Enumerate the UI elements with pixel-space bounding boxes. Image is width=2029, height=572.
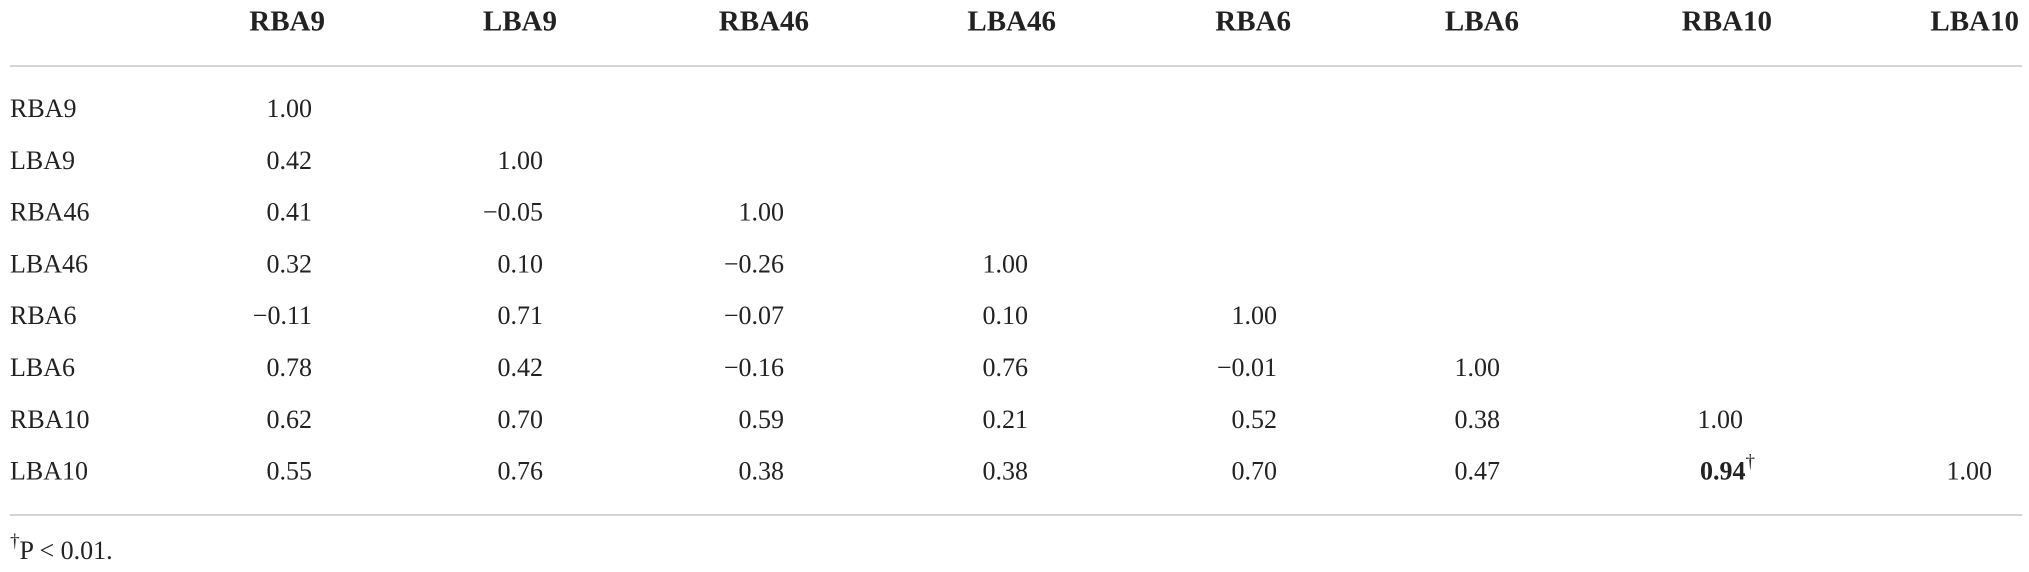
cell: 0.38 [1455,405,1501,434]
cell: −0.01 [1217,353,1277,382]
column-header: RBA9 [249,6,325,38]
cell: 1.00 [983,249,1029,278]
column-header: LBA6 [1445,6,1519,38]
row-label: RBA9 [10,94,76,123]
cell: 0.70 [1232,457,1278,486]
footnote: †P < 0.01. [10,531,113,565]
cell: 0.10 [983,301,1029,330]
cell: 0.59 [739,405,785,434]
cell: 1.00 [739,198,785,227]
cell: 0.32 [267,249,313,278]
cell-note: † [1746,452,1756,473]
cell: 0.38 [739,457,785,486]
cell: 0.41 [267,198,313,227]
cell: 0.42 [498,353,544,382]
row-label: LBA6 [10,353,75,382]
cell: 0.21 [983,405,1029,434]
cell: 0.38 [983,457,1029,486]
footnote-text: P < 0.01. [20,536,113,565]
column-header: RBA46 [719,6,809,38]
cell: −0.16 [724,353,784,382]
cell: 1.00 [1947,457,1993,486]
row-label: LBA10 [10,457,88,486]
column-header: LBA10 [1930,6,2019,38]
cell: 1.00 [498,146,544,175]
cell: 0.52 [1232,405,1278,434]
cell: 0.78 [267,353,313,382]
cell: 0.55 [267,457,313,486]
cell: −0.05 [483,198,543,227]
cell: 0.10 [498,249,544,278]
cell: 0.76 [983,353,1029,382]
cell: 1.00 [1698,405,1744,434]
cell: 0.76 [498,457,544,486]
column-header: RBA6 [1215,6,1291,38]
footnote-marker: † [10,531,20,552]
row-label: RBA6 [10,301,76,330]
cell: 1.00 [267,94,313,123]
cell: 0.70 [498,405,544,434]
cell: 0.42 [267,146,313,175]
row-label: LBA46 [10,249,88,278]
cell: −0.26 [724,249,784,278]
column-header: LBA9 [483,6,557,38]
row-label: LBA9 [10,146,75,175]
cell: 0.47 [1455,457,1501,486]
row-label: RBA10 [10,405,89,434]
column-header: RBA10 [1682,6,1772,38]
cell: −0.07 [724,301,784,330]
cell: 1.00 [1455,353,1501,382]
row-label: RBA46 [10,198,89,227]
cell-value: 0.94 [1700,457,1746,486]
column-header: LBA46 [967,6,1056,38]
cell: 0.94† [1700,452,1755,486]
cell: 1.00 [1232,301,1278,330]
cell: 0.71 [498,301,544,330]
cell: 0.62 [267,405,313,434]
cell: −0.11 [253,301,312,330]
